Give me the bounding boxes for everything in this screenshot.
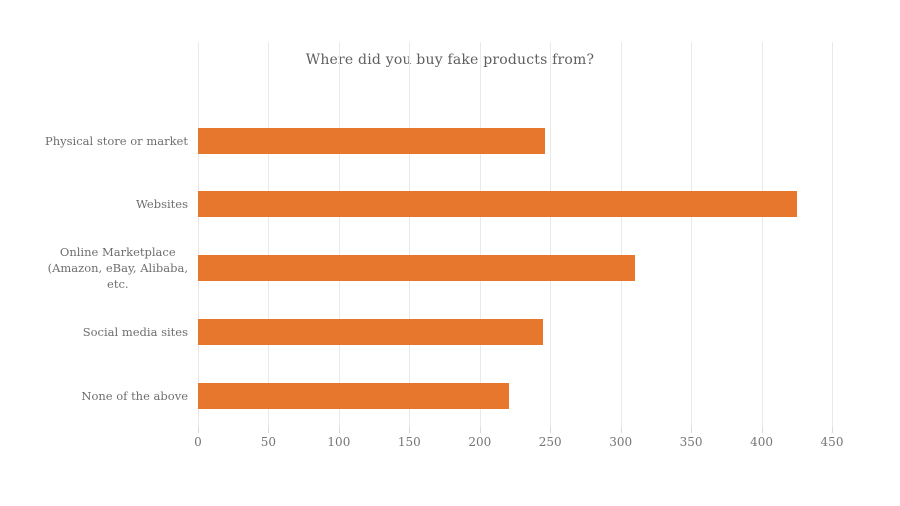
category-label: Social media sites — [82, 325, 188, 340]
bar-4 — [198, 319, 544, 346]
x-axis-tick-label: 400 — [750, 435, 773, 449]
x-axis-tick — [761, 427, 763, 433]
x-axis-tick-label: 450 — [820, 435, 844, 449]
x-gridline — [550, 42, 552, 427]
bar-5 — [198, 383, 510, 410]
x-axis-tick — [409, 427, 411, 433]
x-axis-tick — [691, 427, 693, 433]
x-axis-tick — [550, 427, 552, 433]
x-axis-tick-label: 300 — [609, 435, 633, 449]
x-gridline — [832, 42, 833, 427]
x-axis-tick-label: 50 — [260, 435, 277, 449]
x-axis-tick-label: 0 — [194, 435, 202, 449]
bar-1 — [198, 127, 545, 154]
x-gridline — [338, 42, 340, 427]
x-axis-tick — [338, 427, 340, 433]
x-axis-tick-label: 150 — [397, 435, 421, 449]
x-axis-tick — [268, 427, 270, 433]
x-axis-tick-label: 250 — [538, 435, 562, 449]
x-gridline — [268, 42, 270, 427]
x-axis-tick — [198, 427, 199, 433]
x-axis-tick — [620, 427, 622, 433]
category-label: Websites — [136, 197, 188, 212]
x-axis-tick — [832, 427, 833, 433]
x-gridline — [409, 42, 411, 427]
x-gridline — [691, 42, 693, 427]
x-gridline — [620, 42, 622, 427]
x-gridline — [479, 42, 481, 427]
x-axis-tick — [479, 427, 481, 433]
category-label: Online Marketplace (Amazon, eBay, Alibaba… — [47, 245, 188, 292]
x-axis-tick-label: 200 — [468, 435, 492, 449]
category-label: None of the above — [81, 389, 188, 404]
category-label: Physical store or market — [45, 133, 188, 148]
bar-2 — [198, 191, 797, 218]
chart-title: Where did you buy fake products from? — [305, 52, 595, 68]
x-gridline — [761, 42, 763, 427]
x-gridline — [198, 42, 199, 427]
x-axis-tick-label: 100 — [327, 435, 351, 449]
x-axis-tick-label: 350 — [679, 435, 703, 449]
bar-3 — [198, 255, 635, 282]
